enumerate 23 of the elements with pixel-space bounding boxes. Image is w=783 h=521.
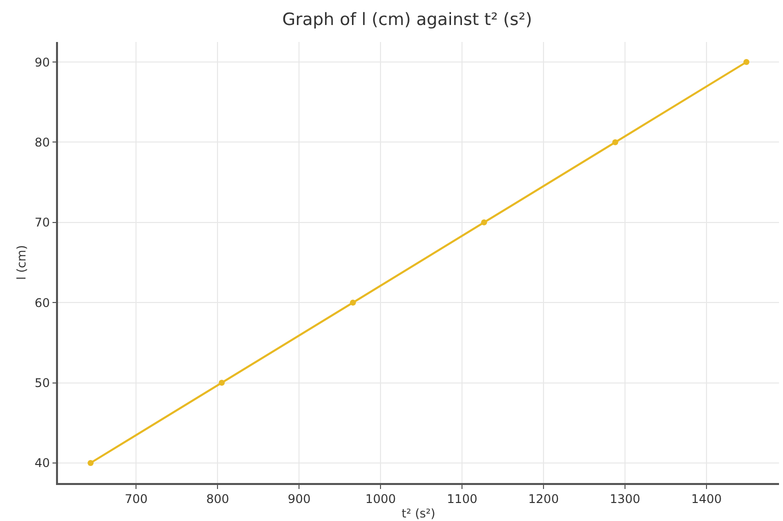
y-tick-label: 60 <box>34 296 50 310</box>
y-tick-label: 80 <box>34 135 50 150</box>
x-tick-label: 900 <box>288 492 311 506</box>
x-tick-label: 700 <box>124 492 148 506</box>
point <box>743 59 750 66</box>
y-tick-label: 40 <box>34 456 50 470</box>
y-tick-label: 70 <box>34 216 50 230</box>
y-tick-label: 50 <box>34 376 50 390</box>
y-tick-label: 90 <box>34 55 50 70</box>
point <box>350 300 356 306</box>
point <box>612 139 618 146</box>
x-tick-label: 1000 <box>365 492 396 506</box>
x-tick-label: 1100 <box>446 492 478 506</box>
point <box>218 380 225 386</box>
x-tick-label: 1300 <box>610 492 640 506</box>
chart-title: Graph of l (cm) against t² (s²) <box>282 10 532 30</box>
y-axis-title: l (cm) <box>14 245 28 280</box>
point <box>88 460 94 466</box>
x-tick-label: 1400 <box>691 492 722 506</box>
x-tick-label: 800 <box>206 492 230 506</box>
point <box>481 219 488 226</box>
x-tick-label: 1200 <box>528 492 559 506</box>
x-axis-title: t² (s²) <box>402 506 436 521</box>
